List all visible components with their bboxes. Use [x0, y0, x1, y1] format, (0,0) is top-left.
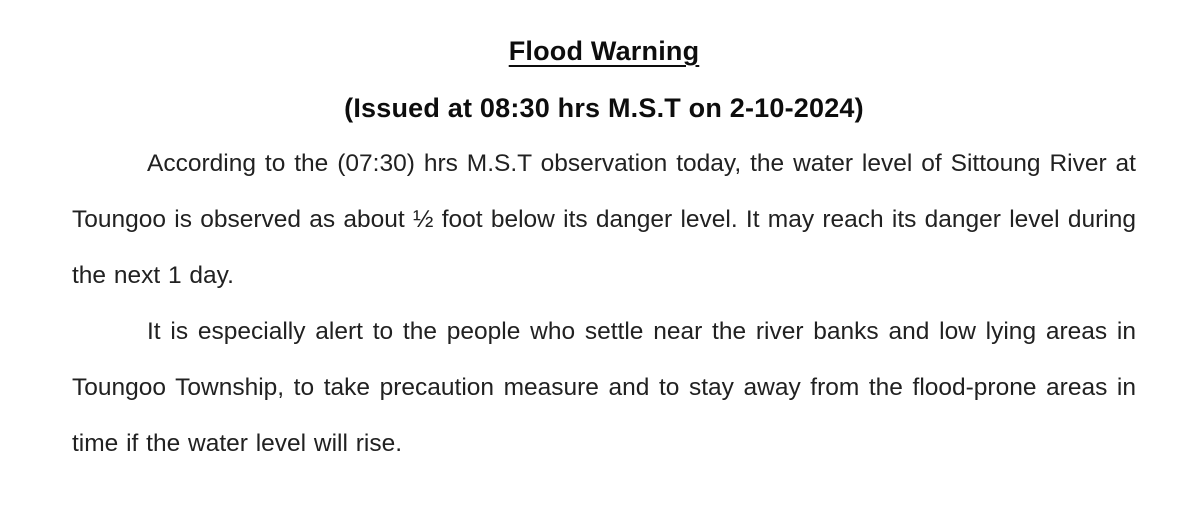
document-title: Flood Warning — [72, 34, 1136, 68]
document-subtitle: (Issued at 08:30 hrs M.S.T on 2-10-2024) — [344, 93, 864, 123]
paragraph-alert: It is especially alert to the people who… — [72, 318, 1136, 457]
paragraph-observation: According to the (07:30) hrs M.S.T obser… — [72, 150, 1136, 289]
document-title-text: Flood Warning — [508, 36, 700, 66]
document-body: According to the (07:30) hrs M.S.T obser… — [72, 136, 1136, 472]
